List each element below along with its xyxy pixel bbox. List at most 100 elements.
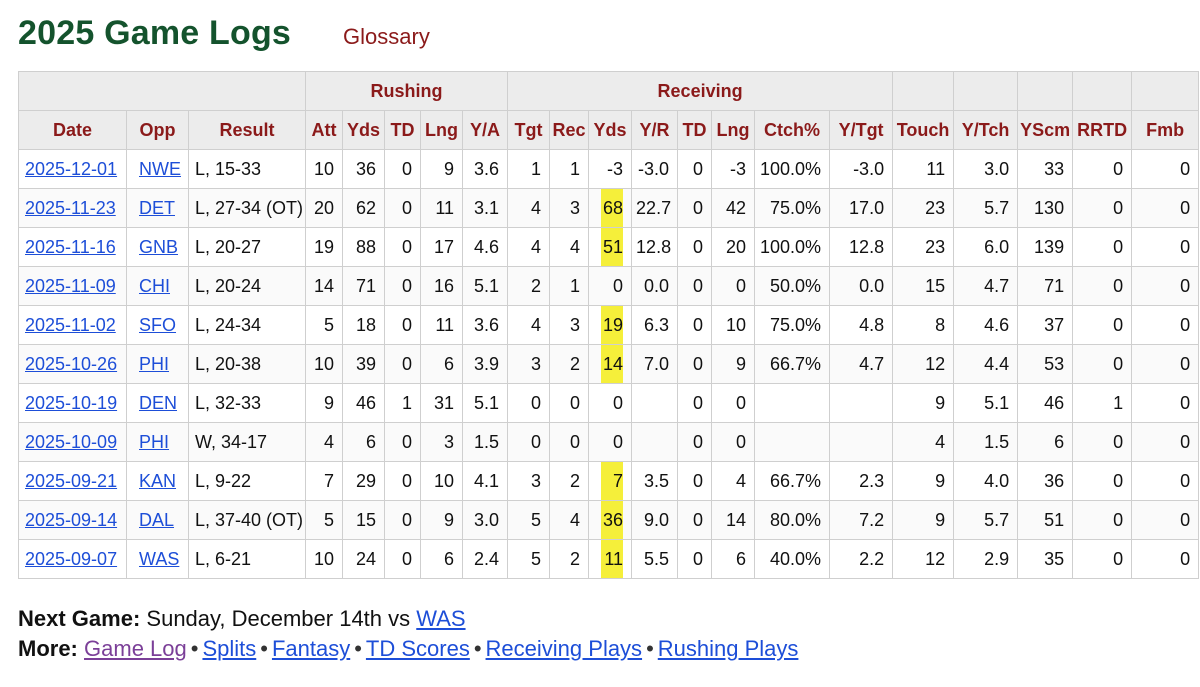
column-header-tgt-rec[interactable]: Tgt xyxy=(507,110,551,150)
cell-opp[interactable]: SFO xyxy=(126,305,189,345)
opponent-link[interactable]: DET xyxy=(139,197,175,218)
cell-opp[interactable]: CHI xyxy=(126,266,189,306)
cell-date[interactable]: 2025-11-09 xyxy=(18,266,127,306)
highlighted-value: 11 xyxy=(604,548,624,569)
column-header-y-tgt-rec[interactable]: Y/Tgt xyxy=(829,110,894,150)
glossary-link[interactable]: Glossary xyxy=(343,24,430,49)
column-header-y-r-rec[interactable]: Y/R xyxy=(631,110,679,150)
cell-rec-yds: 11 xyxy=(588,539,633,579)
cell-rec-lng: 10 xyxy=(711,305,756,345)
cell-yscm: 6 xyxy=(1017,422,1074,462)
column-header-yscm[interactable]: YScm xyxy=(1017,110,1074,150)
cell-rush-yds: 6 xyxy=(342,422,386,462)
cell-date[interactable]: 2025-09-14 xyxy=(18,500,127,540)
more-link-receiving-plays[interactable]: Receiving Plays xyxy=(485,636,643,661)
cell-rec-tgt: 5 xyxy=(507,539,551,579)
cell-rush-yds: 29 xyxy=(342,461,386,501)
cell-rec-yds: 68 xyxy=(588,188,633,228)
cell-opp[interactable]: PHI xyxy=(126,422,189,462)
column-header-y-a[interactable]: Y/A xyxy=(462,110,509,150)
cell-opp[interactable]: KAN xyxy=(126,461,189,501)
column-header-touch[interactable]: Touch xyxy=(892,110,955,150)
column-header-yds[interactable]: Yds xyxy=(342,110,386,150)
table-body: 2025-12-01 NWE L, 15-33 10 36 0 9 3.6 1 1 -3 -3.0 0-… xyxy=(18,149,1200,579)
cell-rec-ctch-pct: 66.7% xyxy=(754,344,831,384)
cell-opp[interactable]: DAL xyxy=(126,500,189,540)
date-link[interactable]: 2025-09-07 xyxy=(25,548,118,569)
column-header-td[interactable]: TD xyxy=(384,110,422,150)
cell-rec-y-tgt: 2.2 xyxy=(829,539,894,579)
cell-touch: 12 xyxy=(892,344,955,384)
opponent-link[interactable]: CHI xyxy=(139,275,170,296)
cell-result: W, 34-17 xyxy=(187,422,307,462)
date-link[interactable]: 2025-09-14 xyxy=(25,509,118,530)
cell-touch: 12 xyxy=(892,539,955,579)
date-link[interactable]: 2025-10-19 xyxy=(25,392,118,413)
opponent-link[interactable]: DEN xyxy=(139,392,178,413)
cell-rec-rec: 0 xyxy=(549,422,590,462)
column-header-att[interactable]: Att xyxy=(305,110,344,150)
column-header-lng-rec[interactable]: Lng xyxy=(711,110,756,150)
cell-opp[interactable]: WAS xyxy=(126,539,189,579)
date-link[interactable]: 2025-11-23 xyxy=(25,197,116,218)
cell-date[interactable]: 2025-11-23 xyxy=(18,188,127,228)
date-link[interactable]: 2025-10-26 xyxy=(25,353,118,374)
column-header-date[interactable]: Date xyxy=(18,110,127,150)
cell-date[interactable]: 2025-10-26 xyxy=(18,344,127,384)
column-header-td-rec[interactable]: TD xyxy=(677,110,713,150)
cell-opp[interactable]: DET xyxy=(126,188,189,228)
opponent-link[interactable]: DAL xyxy=(139,509,175,530)
next-game-opp-link[interactable]: WAS xyxy=(416,606,466,631)
cell-rec-tgt: 2 xyxy=(507,266,551,306)
opponent-link[interactable]: WAS xyxy=(139,548,180,569)
cell-opp[interactable]: NWE xyxy=(126,149,189,189)
opponent-link[interactable]: NWE xyxy=(139,158,181,179)
cell-rec-lng: 20 xyxy=(711,227,756,267)
opponent-link[interactable]: SFO xyxy=(139,314,177,335)
cell-rush-ya: 1.5 xyxy=(462,422,509,462)
group-header-rushing: Rushing xyxy=(305,71,509,111)
more-link-splits[interactable]: Splits xyxy=(202,636,257,661)
column-header-y-tch[interactable]: Y/Tch xyxy=(953,110,1019,150)
opponent-link[interactable]: PHI xyxy=(139,353,170,374)
cell-date[interactable]: 2025-11-02 xyxy=(18,305,127,345)
more-link-game-log[interactable]: Game Log xyxy=(84,636,187,661)
more-link-fantasy[interactable]: Fantasy xyxy=(271,636,351,661)
column-header-rrtd[interactable]: RRTD xyxy=(1072,110,1133,150)
cell-date[interactable]: 2025-12-01 xyxy=(18,149,127,189)
cell-opp[interactable]: DEN xyxy=(126,383,189,423)
opponent-link[interactable]: KAN xyxy=(139,470,177,491)
cell-rec-td: 0 xyxy=(677,305,713,345)
cell-date[interactable]: 2025-10-09 xyxy=(18,422,127,462)
cell-date[interactable]: 2025-11-16 xyxy=(18,227,127,267)
column-header-lng[interactable]: Lng xyxy=(420,110,464,150)
highlighted-value: 36 xyxy=(603,509,624,530)
cell-rush-lng: 11 xyxy=(420,188,464,228)
cell-rush-yds: 46 xyxy=(342,383,386,423)
date-link[interactable]: 2025-11-09 xyxy=(25,275,116,296)
opponent-link[interactable]: PHI xyxy=(139,431,170,452)
date-link[interactable]: 2025-10-09 xyxy=(25,431,118,452)
column-header-opp[interactable]: Opp xyxy=(126,110,189,150)
column-header-result[interactable]: Result xyxy=(187,110,307,150)
cell-date[interactable]: 2025-09-07 xyxy=(18,539,127,579)
column-header-fmb[interactable]: Fmb xyxy=(1131,110,1200,150)
more-link-rushing-plays[interactable]: Rushing Plays xyxy=(657,636,799,661)
cell-date[interactable]: 2025-09-21 xyxy=(18,461,127,501)
column-header-rec-rec[interactable]: Rec xyxy=(549,110,590,150)
cell-yscm: 46 xyxy=(1017,383,1074,423)
cell-rush-td: 0 xyxy=(384,344,422,384)
date-link[interactable]: 2025-12-01 xyxy=(25,158,118,179)
cell-opp[interactable]: GNB xyxy=(126,227,189,267)
date-link[interactable]: 2025-09-21 xyxy=(25,470,118,491)
opponent-link[interactable]: GNB xyxy=(139,236,179,257)
cell-rush-ya: 3.6 xyxy=(462,149,509,189)
cell-opp[interactable]: PHI xyxy=(126,344,189,384)
date-link[interactable]: 2025-11-16 xyxy=(25,236,116,257)
column-header-yds-rec[interactable]: Yds xyxy=(588,110,633,150)
date-link[interactable]: 2025-11-02 xyxy=(25,314,116,335)
cell-rec-lng: 4 xyxy=(711,461,756,501)
cell-date[interactable]: 2025-10-19 xyxy=(18,383,127,423)
more-link-td-scores[interactable]: TD Scores xyxy=(365,636,470,661)
column-header-ctch-rec[interactable]: Ctch% xyxy=(754,110,831,150)
